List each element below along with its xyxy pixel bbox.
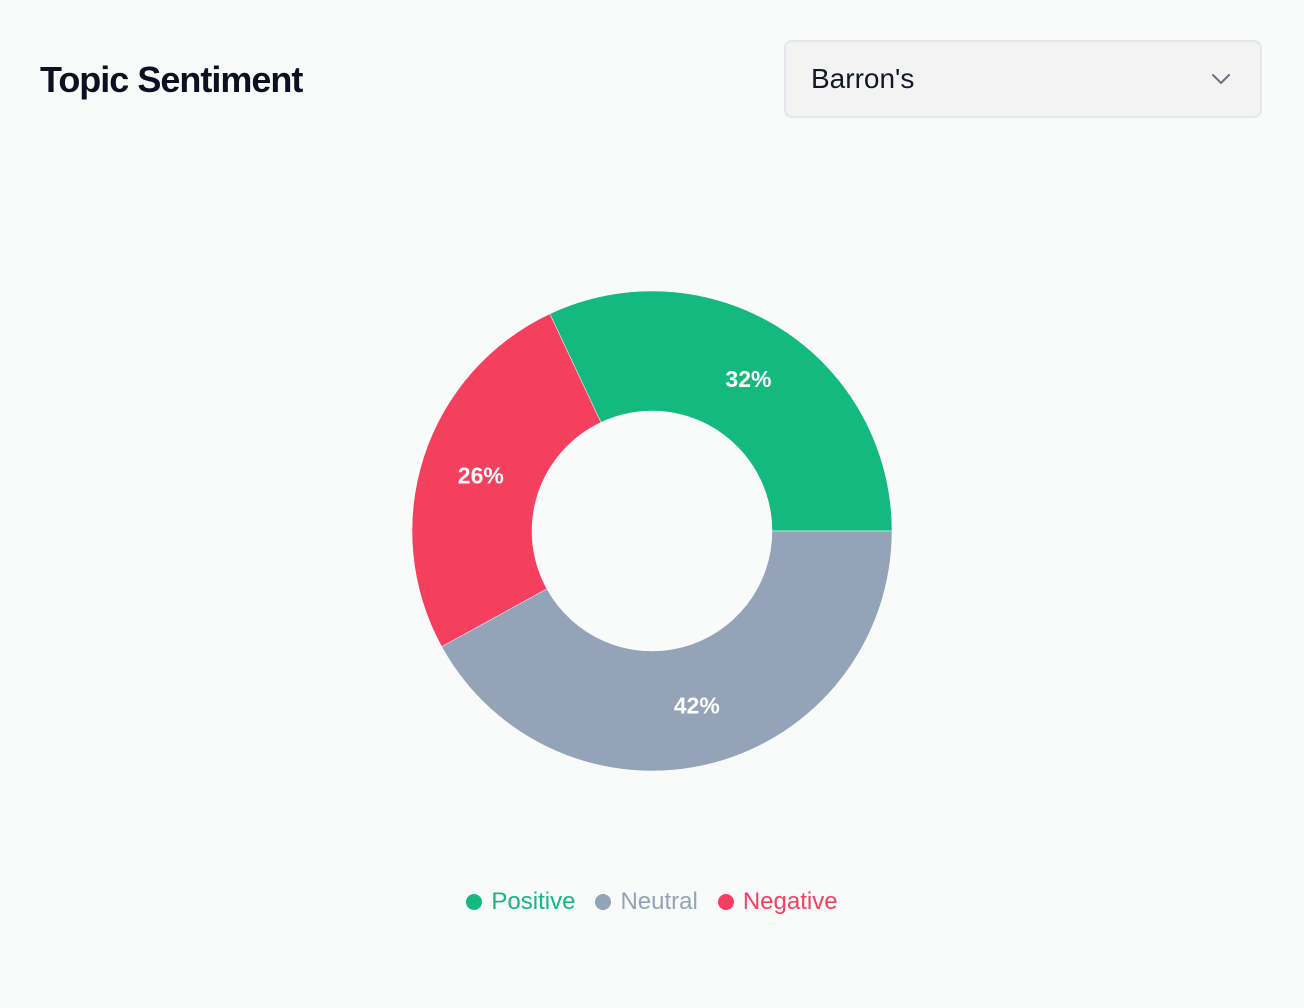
donut-slice-labels: 32% 42% 26% <box>458 366 772 718</box>
source-select[interactable]: Barron's <box>784 40 1262 118</box>
chart-legend: Positive Neutral Negative <box>0 888 1304 916</box>
legend-label: Negative <box>742 888 838 915</box>
chevron-down-icon <box>1210 68 1232 90</box>
donut-slice-neutral[interactable] <box>441 530 893 772</box>
donut-slice-positive[interactable] <box>549 290 893 532</box>
sentiment-donut-chart: 32% 42% 26% <box>411 290 893 772</box>
source-select-value: Barron's <box>811 63 915 94</box>
slice-label-neutral: 42% <box>674 692 720 718</box>
page-title: Topic Sentiment <box>40 59 303 100</box>
legend-dot-icon <box>466 894 483 910</box>
donut-slices <box>411 290 893 772</box>
slice-label-negative: 26% <box>458 462 504 488</box>
legend-item-neutral[interactable]: Neutral <box>595 888 698 916</box>
legend-item-positive[interactable]: Positive <box>466 888 575 916</box>
legend-dot-icon <box>595 894 612 910</box>
legend-label: Neutral <box>620 888 698 915</box>
slice-label-positive: 32% <box>725 366 771 392</box>
legend-item-negative[interactable]: Negative <box>717 888 838 916</box>
legend-label: Positive <box>491 888 576 915</box>
donut-slice-negative[interactable] <box>411 313 602 647</box>
legend-dot-icon <box>717 894 734 910</box>
